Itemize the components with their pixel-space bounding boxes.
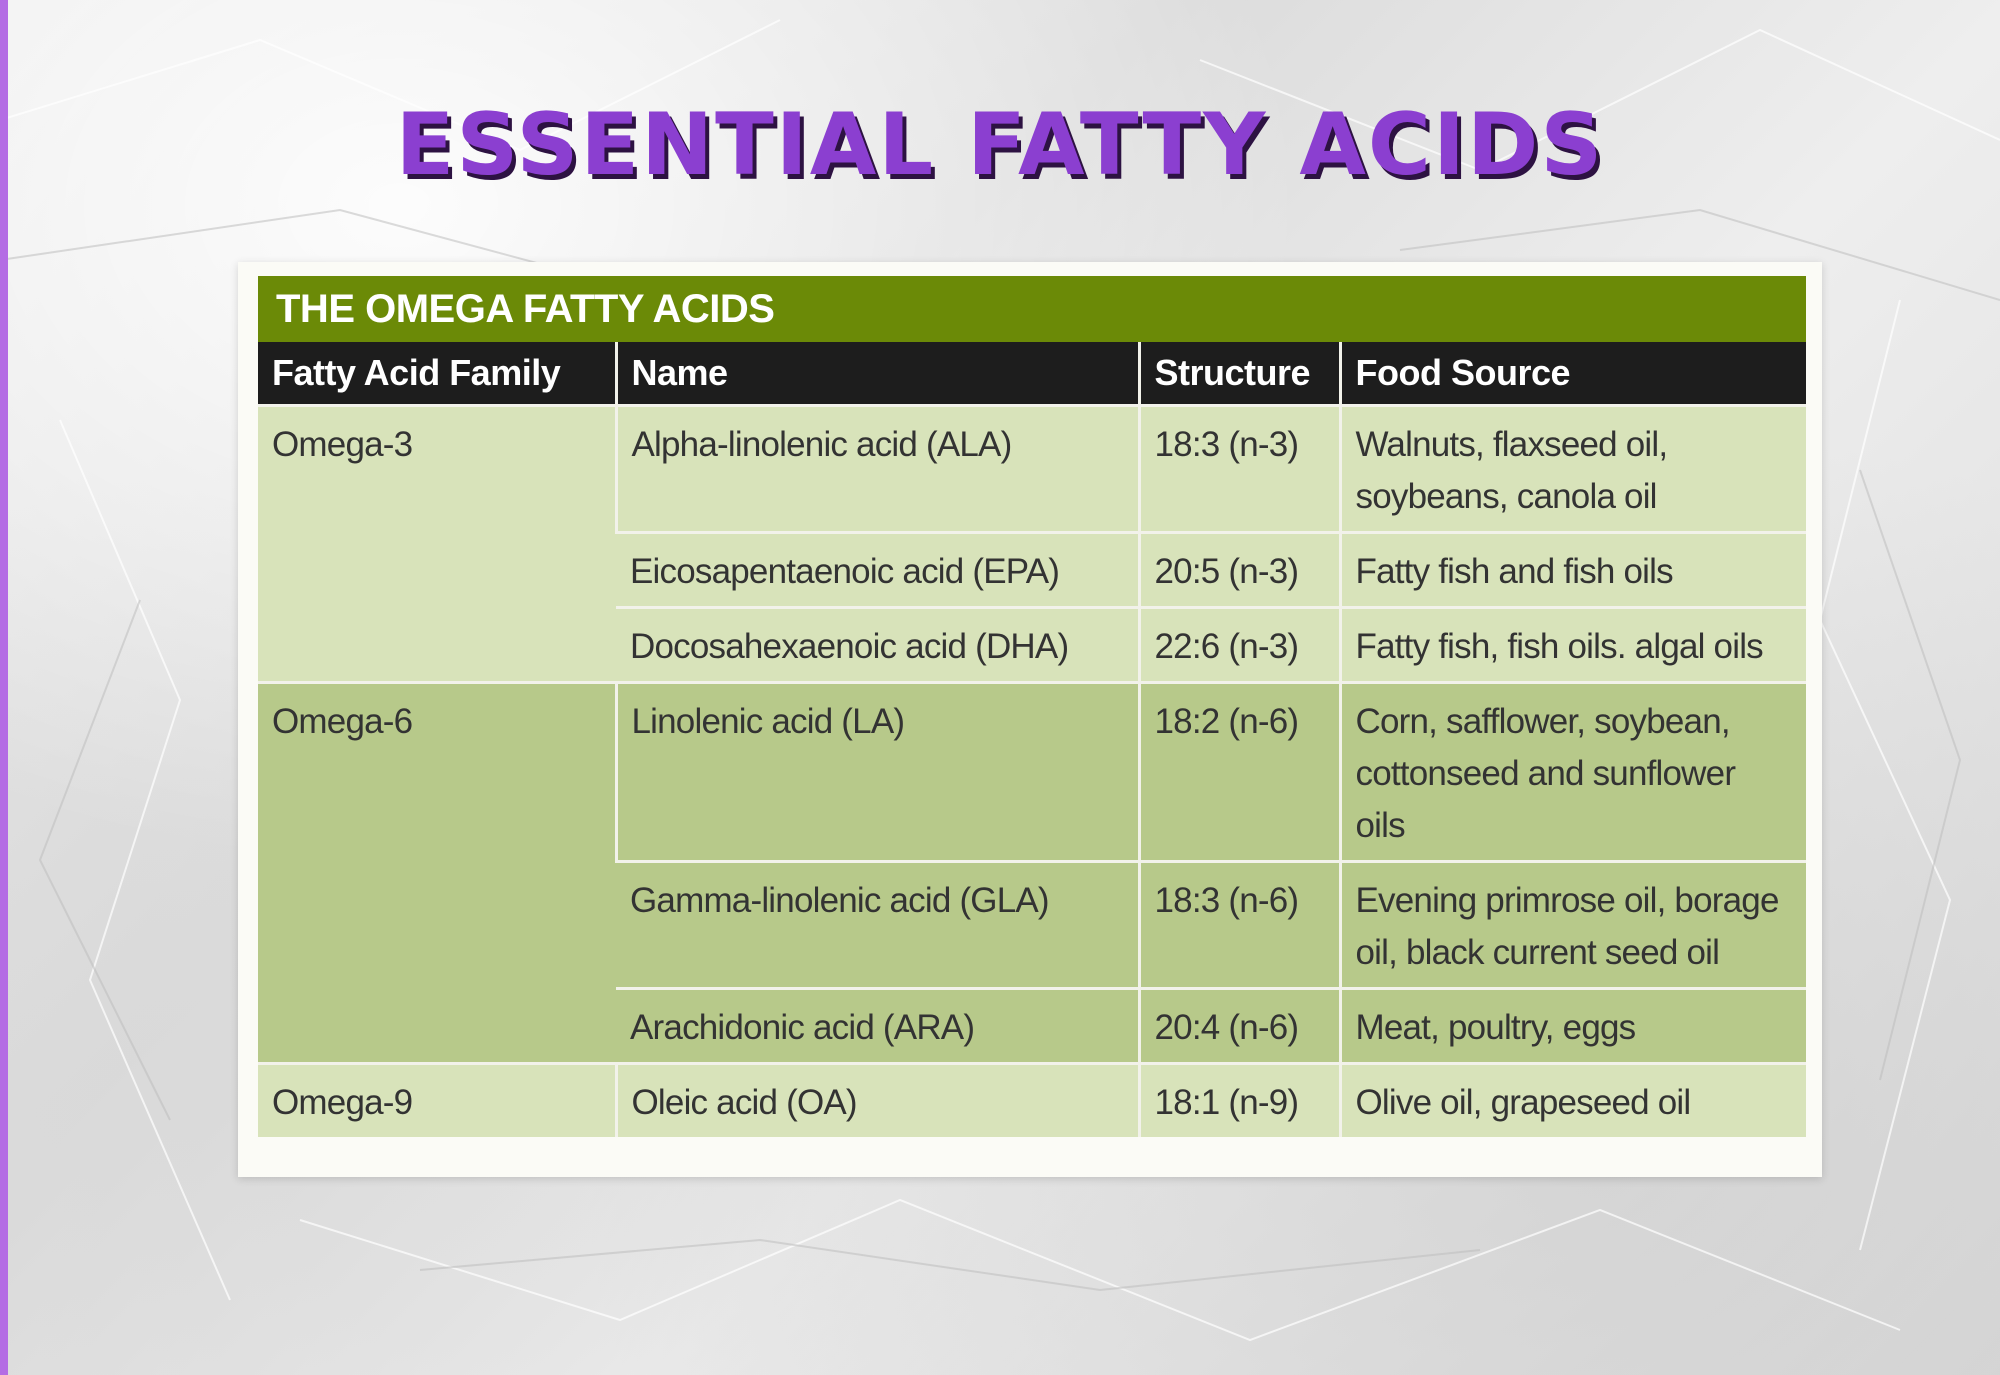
name-cell: Gamma-linolenic acid (GLA) (616, 860, 1139, 989)
food-source-cell: Evening primrose oil, borage oil, black … (1338, 860, 1806, 989)
omega-fatty-acids-table: THE OMEGA FATTY ACIDS Fatty Acid Family … (258, 276, 1806, 1137)
table-row: Gamma-linolenic acid (GLA) 18:3 (n-6) Ev… (258, 860, 1806, 989)
table-row: Omega-9 Oleic acid (OA) 18:1 (n-9) Olive… (258, 1062, 1806, 1137)
table-row: Omega-6 Linolenic acid (LA) 18:2 (n-6) C… (258, 681, 1806, 1064)
family-cell: Omega-6 (258, 681, 616, 1064)
header-name: Name (614, 342, 1139, 406)
table-caption-row: THE OMEGA FATTY ACIDS (258, 276, 1806, 342)
name-cell: Eicosapentaenoic acid (EPA) (616, 531, 1139, 608)
food-source-cell: Olive oil, grapeseed oil (1338, 1062, 1806, 1137)
structure-cell: 18:3 (n-3) (1137, 404, 1340, 533)
food-source-cell: Meat, poultry, eggs (1338, 987, 1806, 1064)
food-source-cell: Corn, safflower, soybean, cottonseed and… (1338, 681, 1806, 862)
table-row: Eicosapentaenoic acid (EPA) 20:5 (n-3) F… (258, 531, 1806, 608)
header-structure: Structure (1137, 342, 1340, 406)
table-row: Arachidonic acid (ARA) 20:4 (n-6) Meat, … (258, 987, 1806, 1064)
structure-cell: 18:1 (n-9) (1137, 1062, 1340, 1137)
table-header-row: Fatty Acid Family Name Structure Food So… (258, 342, 1806, 406)
food-source-cell: Fatty fish, fish oils. algal oils (1338, 606, 1806, 683)
food-source-cell: Walnuts, flaxseed oil, soybeans, canola … (1338, 404, 1806, 533)
table-row: Docosahexaenoic acid (DHA) 22:6 (n-3) Fa… (258, 606, 1806, 683)
table-card: THE OMEGA FATTY ACIDS Fatty Acid Family … (238, 262, 1822, 1177)
structure-cell: 20:4 (n-6) (1137, 987, 1340, 1064)
structure-cell: 18:2 (n-6) (1137, 681, 1340, 862)
page-title: ESSENTIAL FATTY ACIDS (395, 95, 1605, 195)
name-cell: Linolenic acid (LA) (614, 681, 1139, 862)
name-cell: Oleic acid (OA) (614, 1062, 1139, 1137)
name-cell: Arachidonic acid (ARA) (616, 987, 1139, 1064)
structure-cell: 22:6 (n-3) (1137, 606, 1340, 683)
name-cell: Alpha-linolenic acid (ALA) (614, 404, 1139, 533)
name-cell: Docosahexaenoic acid (DHA) (616, 606, 1139, 683)
family-cell: Omega-3 (258, 404, 616, 683)
family-cell: Omega-9 (258, 1062, 616, 1137)
table-row: Omega-3 Alpha-linolenic acid (ALA) 18:3 … (258, 404, 1806, 683)
accent-stripe (0, 0, 8, 1375)
food-source-cell: Fatty fish and fish oils (1338, 531, 1806, 608)
structure-cell: 20:5 (n-3) (1137, 531, 1340, 608)
header-food-source: Food Source (1338, 342, 1806, 406)
header-family: Fatty Acid Family (258, 342, 616, 406)
structure-cell: 18:3 (n-6) (1137, 860, 1340, 989)
table-caption: THE OMEGA FATTY ACIDS (258, 276, 1806, 342)
